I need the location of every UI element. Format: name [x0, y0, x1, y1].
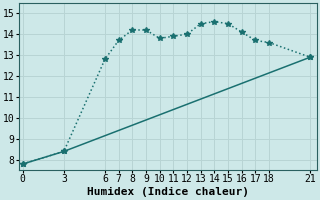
- X-axis label: Humidex (Indice chaleur): Humidex (Indice chaleur): [87, 187, 249, 197]
